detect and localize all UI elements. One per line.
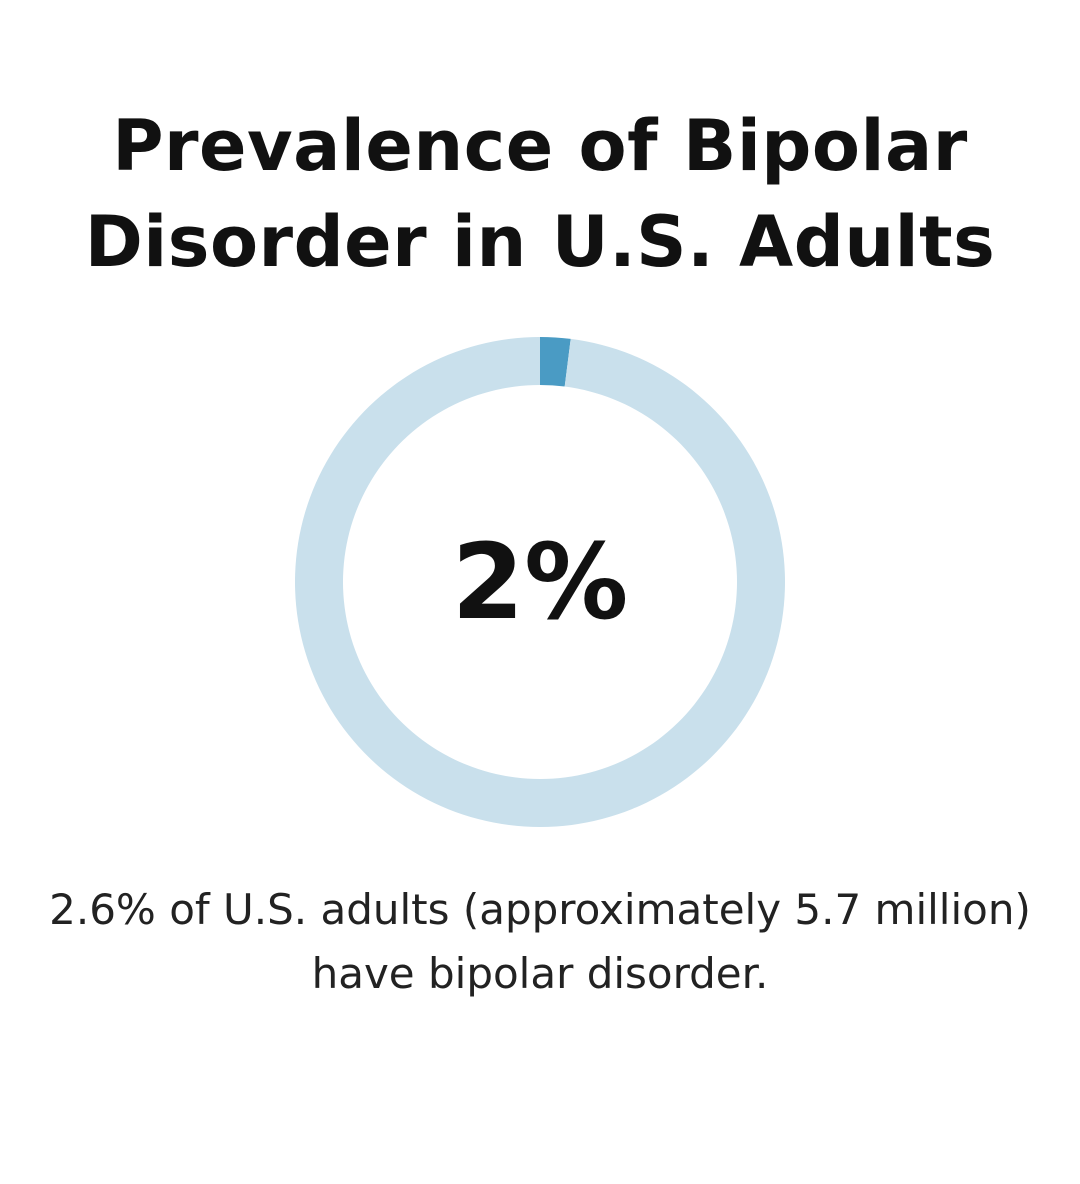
chart-title: Prevalence of Bipolar Disorder in U.S. A…	[0, 98, 1080, 290]
chart-caption-line-2: have bipolar disorder.	[311, 949, 769, 998]
chart-title-line-1: Prevalence of Bipolar	[112, 105, 968, 187]
donut-center-value: 2%	[451, 521, 629, 643]
donut-chart-svg	[295, 337, 785, 827]
donut-chart: 2%	[290, 332, 790, 832]
donut-slice-highlight	[540, 337, 571, 387]
chart-caption: 2.6% of U.S. adults (approximately 5.7 m…	[20, 878, 1060, 1006]
chart-title-line-2: Disorder in U.S. Adults	[84, 201, 996, 283]
chart-caption-line-1: 2.6% of U.S. adults (approximately 5.7 m…	[49, 885, 1031, 934]
